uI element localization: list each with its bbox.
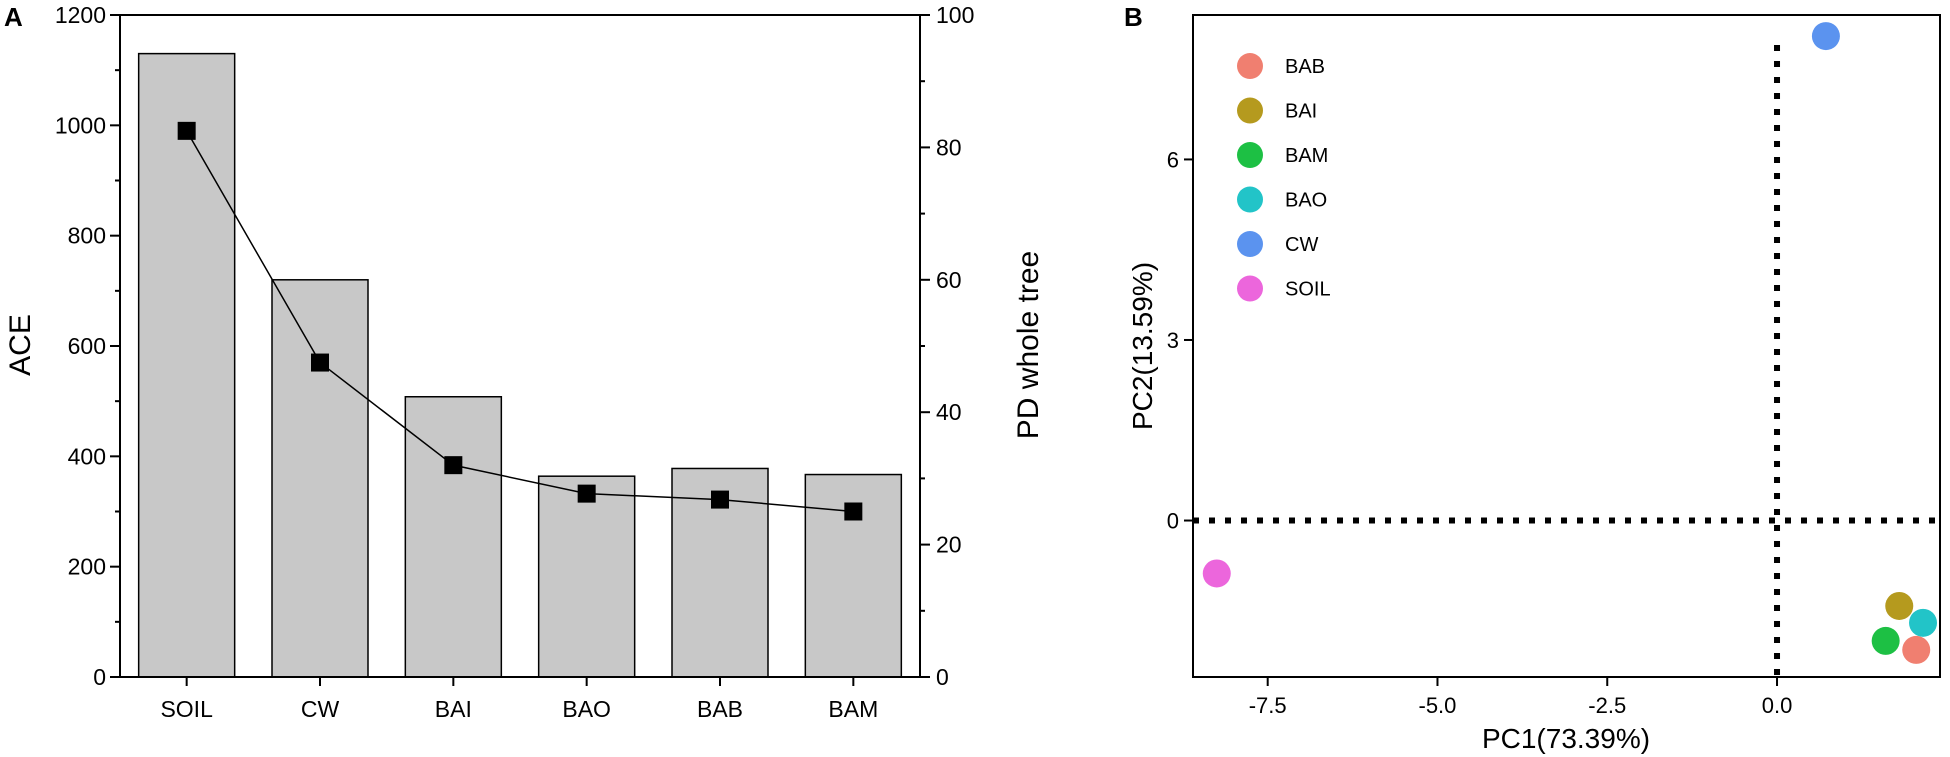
legend-swatch-cw [1237,231,1263,257]
y-tick-label-right: 0 [936,664,949,690]
x-tick-label-b: -5.0 [1419,693,1457,718]
reference-lines [1193,45,1940,677]
y-tick-label-left: 0 [93,664,106,690]
y-tick-label-left: 800 [68,223,106,249]
legend-swatch-bao [1237,186,1263,213]
x-axis-label-b: PC1(73.39%) [1482,723,1650,754]
x-tick-label: SOIL [160,696,213,722]
axis-ticks-b: -7.5 -5.0 -2.5 0.0 0 3 6 [1167,147,1793,718]
x-tick-label: BAB [697,696,743,722]
pd-marker-bao [577,484,596,503]
point-bao [1909,608,1938,637]
chart-b: -7.5 -5.0 -2.5 0.0 0 3 6 BAB BAI BAM BAO CW SOIL PC… [1127,14,1941,754]
legend-label-bam: BAM [1285,145,1328,167]
x-tick-label-b: -7.5 [1249,693,1287,718]
y-tick-label-left: 1200 [55,2,106,28]
x-tick-label-b: -2.5 [1588,693,1626,718]
y-tick-label-right: 60 [936,267,962,293]
x-tick-label: BAI [435,696,472,722]
point-cw [1811,22,1840,51]
legend-label-bab: BAB [1285,56,1325,78]
point-bam [1871,626,1900,655]
plot-frame-a [119,14,921,678]
y-tick-label-left: 400 [68,443,106,469]
x-tick-label: BAO [562,696,611,722]
y-axis-label-b: PC2(13.59%) [1127,262,1158,430]
y-tick-label-right: 40 [936,399,962,425]
y-tick-label-right: 100 [936,2,974,28]
point-bab [1902,635,1931,664]
pd-marker-bam [844,502,863,521]
panel-label-b: B [1124,2,1143,32]
legend-label-cw: CW [1285,234,1318,256]
line-series [177,121,863,521]
chart-a: 0 200 400 600 800 1000 1200 0 20 40 60 80 100 SOIL CW B… [4,2,1045,722]
y-tick-label-right: 20 [936,532,962,558]
point-bai [1885,591,1914,620]
panel-label-a: A [4,2,23,32]
legend-swatch-bab [1237,53,1263,79]
pd-marker-bai [444,456,463,475]
x-tick-label: CW [301,696,340,722]
x-tick-label-b: 0.0 [1762,693,1793,718]
axis-ticks-a: 0 200 400 600 800 1000 1200 0 20 40 60 80 100 SOIL CW B… [55,2,975,722]
pd-line [186,130,854,513]
plot-frame-b [1192,14,1941,678]
scatter-points [1202,22,1938,664]
x-tick-label: BAM [828,696,878,722]
legend-label-soil: SOIL [1285,279,1331,301]
y-tick-label-left: 200 [68,554,106,580]
pd-marker-bab [711,490,729,509]
y-tick-label-right: 80 [936,134,962,160]
point-soil [1202,559,1231,588]
legend-swatch-bai [1237,97,1263,124]
bar-group [137,52,903,678]
y-tick-label-b: 6 [1167,147,1179,172]
legend-swatch-bam [1237,142,1263,168]
y-axis-label-right: PD whole tree [1012,251,1045,439]
bar-bai [404,396,503,678]
bar-bao [537,475,636,678]
legend-swatch-soil [1237,275,1263,302]
pd-marker-cw [311,353,329,372]
y-axis-label-left: ACE [4,314,37,376]
bar-cw [271,279,369,678]
y-tick-label-left: 1000 [55,112,106,138]
y-tick-label-left: 600 [68,333,106,359]
y-tick-label-b: 0 [1167,509,1179,534]
legend: BAB BAI BAM BAO CW SOIL [1237,53,1331,302]
legend-label-bao: BAO [1285,190,1327,212]
bar-soil [137,52,236,678]
legend-label-bai: BAI [1285,101,1317,123]
y-tick-label-b: 3 [1167,328,1179,353]
pd-marker-soil [177,121,196,140]
